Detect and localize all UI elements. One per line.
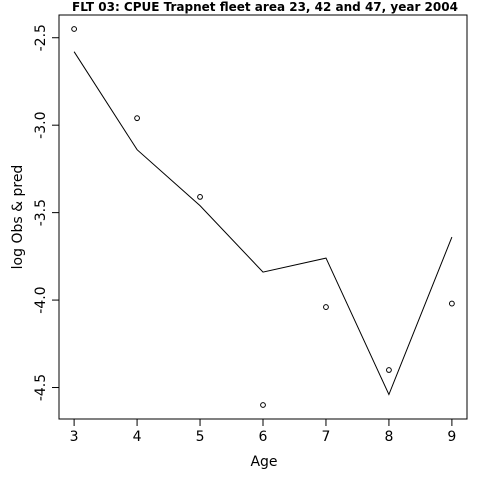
y-tick-label: -4.0 [33, 286, 49, 313]
y-axis-label: log Obs & pred [10, 165, 26, 270]
x-tick-label: 7 [322, 429, 331, 445]
observed-point [71, 26, 78, 32]
observed-point [386, 367, 392, 373]
observed-point [197, 193, 203, 200]
x-tick-label: 3 [70, 429, 79, 445]
x-tick-label: 6 [259, 429, 268, 445]
x-tick-label: 4 [133, 429, 142, 445]
observed-point [448, 300, 455, 307]
y-tick-label: -4.5 [33, 374, 49, 401]
x-tick-label: 9 [447, 429, 456, 445]
chart-title: FLT 03: CPUE Trapnet fleet area 23, 42 a… [72, 0, 458, 14]
y-tick-label: -3.0 [33, 112, 49, 139]
y-tick-label: -2.5 [33, 24, 49, 51]
y-tick-label: -3.5 [33, 199, 49, 226]
plot-frame [58, 14, 468, 420]
x-axis-label: Age [250, 454, 277, 470]
x-tick-label: 5 [196, 429, 205, 445]
predicted-line [73, 51, 453, 396]
observed-point [260, 402, 266, 408]
observed-point [323, 304, 329, 310]
x-tick-label: 8 [384, 429, 393, 445]
observed-point [134, 115, 140, 122]
